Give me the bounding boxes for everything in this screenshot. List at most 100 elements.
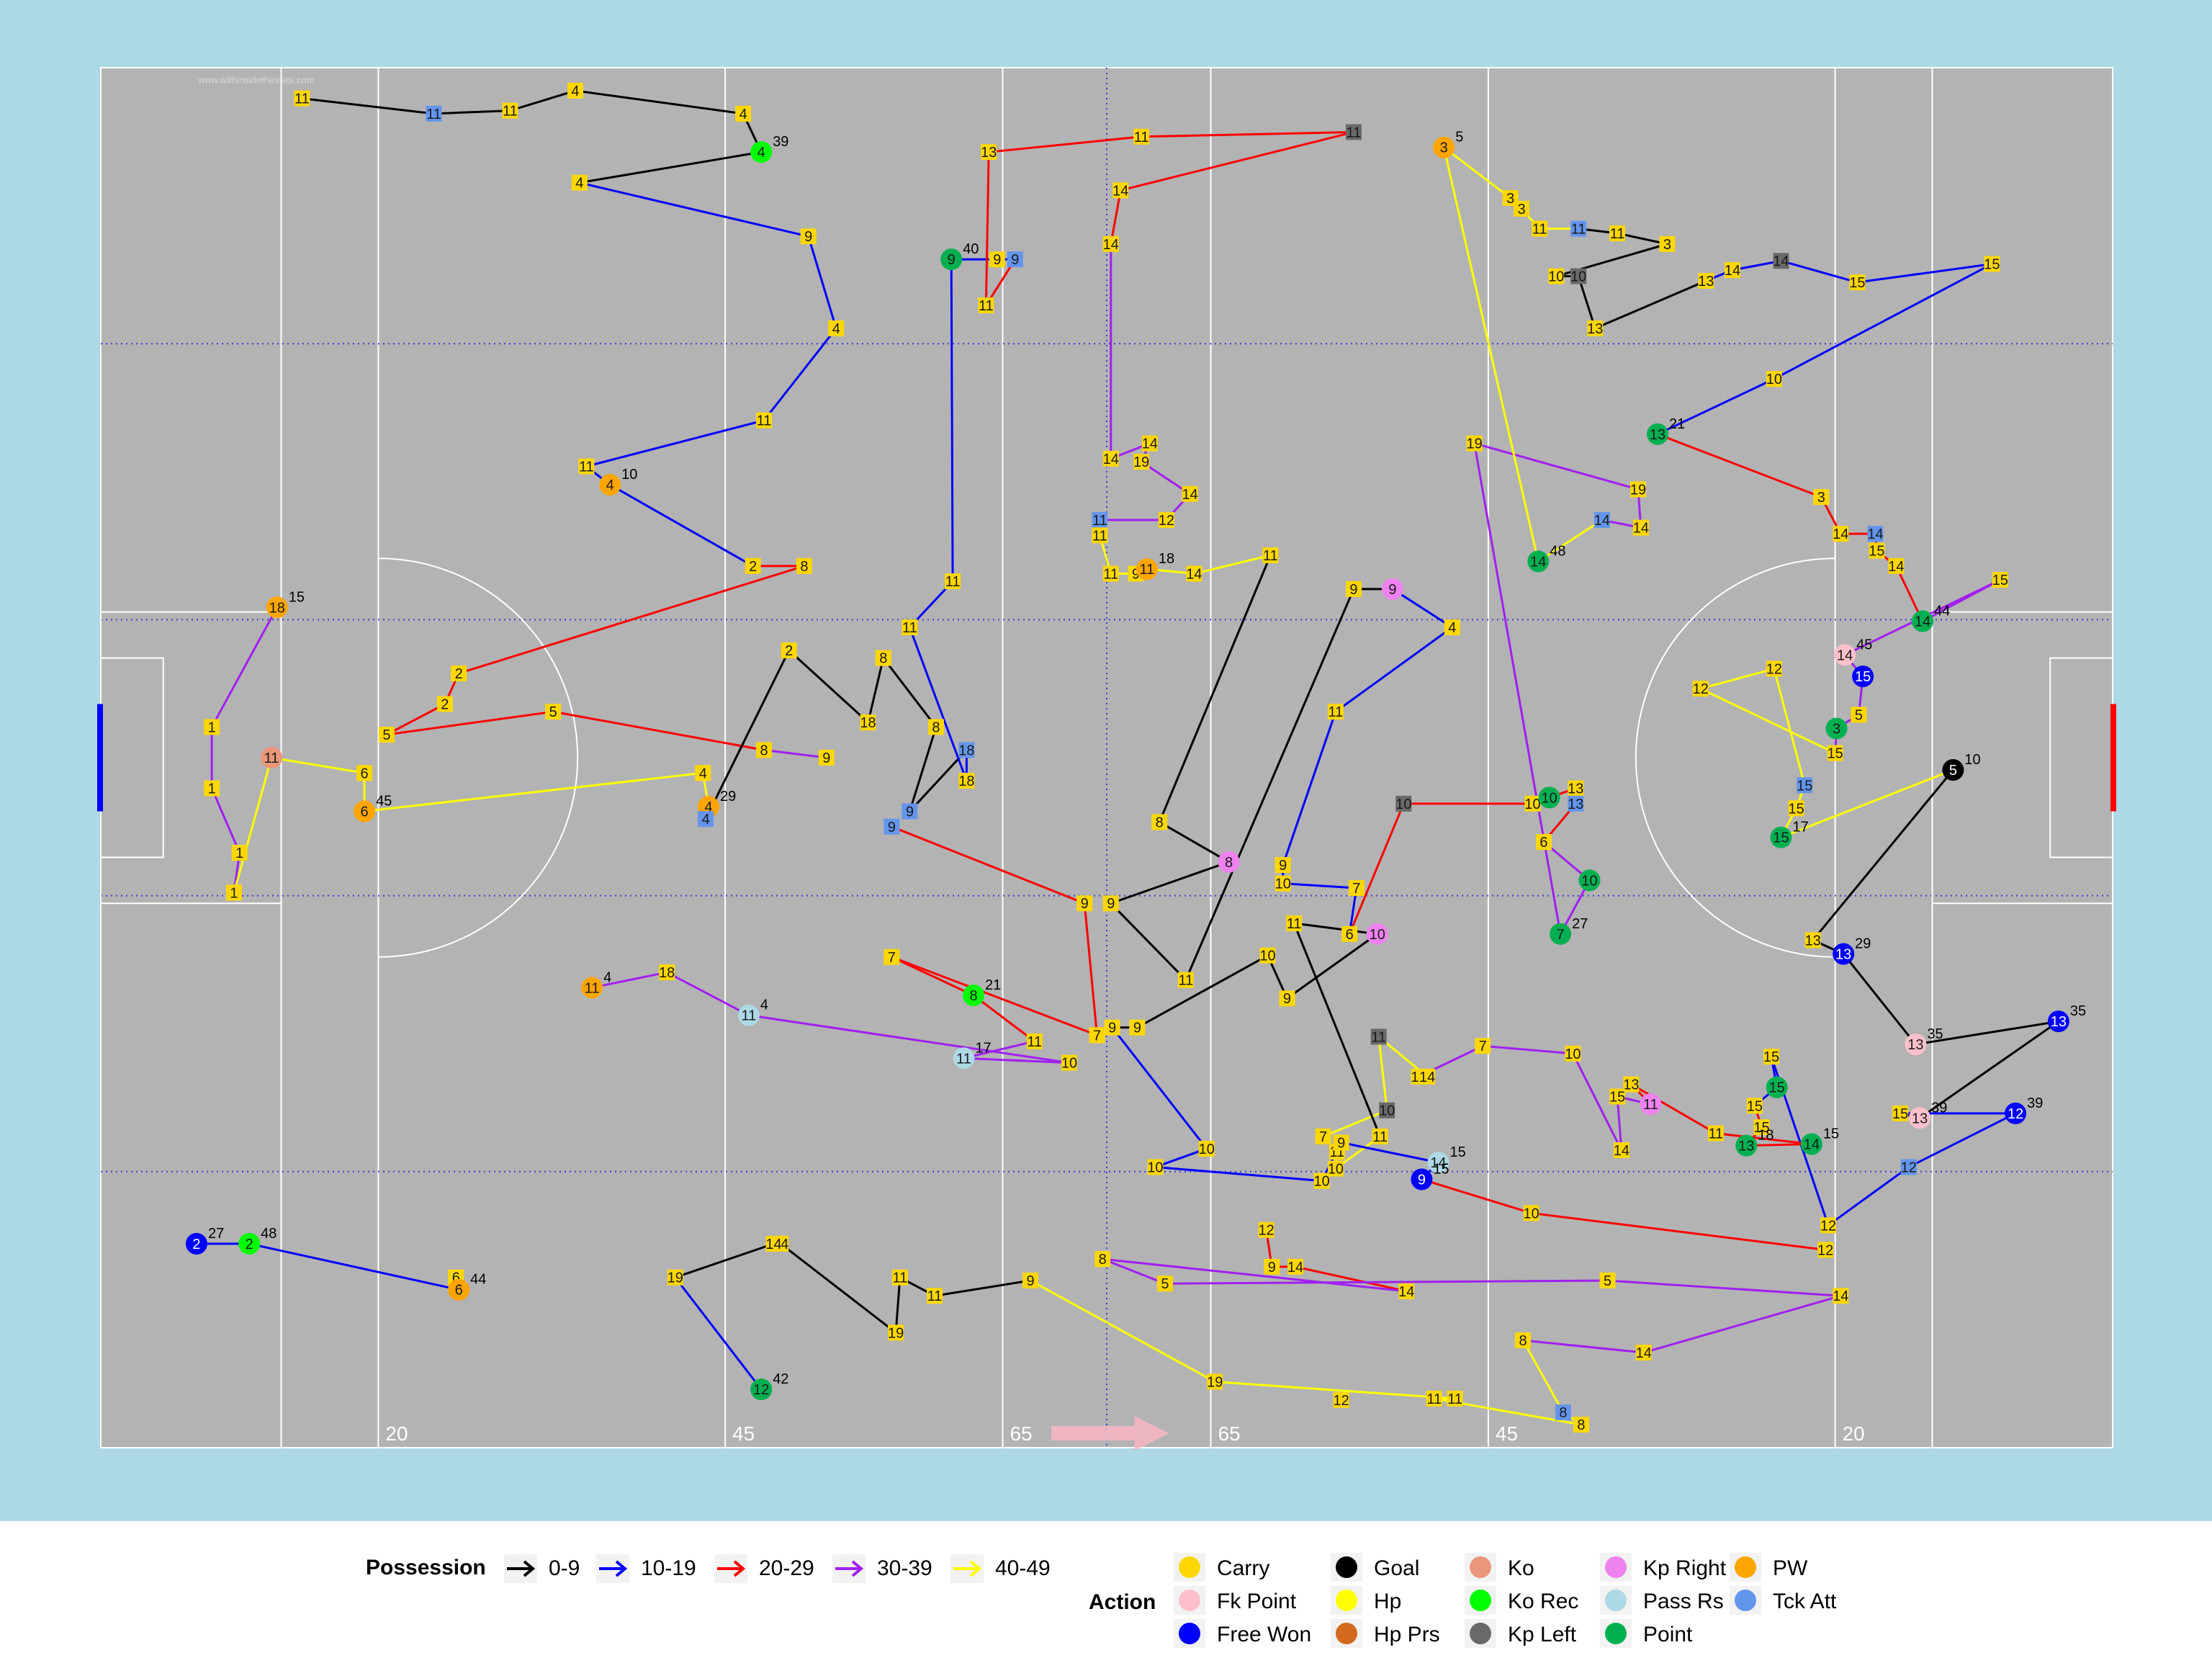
marker-label: 5	[1161, 1276, 1169, 1292]
action-marker	[1198, 1140, 1215, 1157]
action-marker	[1348, 879, 1364, 896]
possession-line	[704, 650, 791, 820]
action-marker	[1398, 1283, 1415, 1299]
possession-line	[1915, 1020, 2059, 1046]
legend-possession-arrow	[835, 1560, 864, 1577]
marker-label: 13	[1805, 933, 1821, 949]
possession-line	[1630, 1083, 1717, 1134]
marker-label: 15	[1869, 544, 1884, 560]
action-marker	[884, 818, 900, 835]
action-marker	[1753, 1119, 1770, 1136]
action-marker	[927, 719, 944, 735]
marker-label: 3	[1663, 237, 1671, 253]
possession-line	[1154, 1147, 1208, 1168]
action-marker	[1102, 565, 1119, 582]
legend-action-label: Free Won	[1217, 1623, 1311, 1646]
marker-label: 14	[1430, 1155, 1446, 1171]
marker-label: 14	[1837, 647, 1853, 663]
action-marker	[1264, 1258, 1280, 1275]
action-marker	[436, 696, 453, 712]
marker-note: 15	[1823, 1126, 1839, 1142]
marker-note: 15	[1433, 1161, 1449, 1177]
marker-label: 5	[549, 704, 557, 720]
marker-label: 10	[1275, 877, 1291, 892]
marker-label: 14	[1287, 1260, 1303, 1276]
possession-line	[1657, 433, 1822, 498]
marker-label: 12	[1766, 662, 1782, 678]
action-marker	[1833, 526, 1849, 542]
action-marker	[1286, 915, 1303, 931]
marker-label: 1	[208, 720, 216, 735]
marker-label: 11	[1263, 548, 1278, 564]
legend-action-dot	[1470, 1590, 1491, 1611]
action-marker	[1366, 923, 1388, 945]
action-marker	[1333, 1392, 1349, 1409]
action-marker	[981, 144, 997, 161]
marker-label: 11	[1610, 226, 1625, 242]
possession-line	[950, 259, 954, 582]
marker-note: 35	[1927, 1026, 1943, 1042]
possession-line	[666, 971, 750, 1016]
action-marker	[1207, 1373, 1223, 1390]
action-marker	[1869, 542, 1885, 559]
marker-label: 9	[1081, 896, 1089, 912]
possession-line	[763, 748, 827, 759]
marker-label: 11	[1571, 222, 1586, 238]
action-marker	[1102, 236, 1119, 252]
action-marker	[1570, 220, 1587, 237]
marker-label: 4	[1448, 620, 1456, 636]
marker-label: 9	[1108, 1021, 1116, 1036]
marker-label: 8	[1225, 855, 1233, 871]
action-marker	[1102, 450, 1119, 467]
action-marker	[1833, 1288, 1849, 1304]
action-marker	[1345, 124, 1362, 140]
possession-line	[271, 756, 365, 774]
marker-label: 13	[981, 145, 997, 161]
action-marker	[1094, 1251, 1111, 1268]
action-marker	[1129, 1019, 1146, 1036]
possession-line	[1083, 903, 1099, 1036]
possession-line	[963, 1057, 1070, 1064]
marker-label: 12	[753, 1382, 769, 1398]
marker-label: 14	[1614, 1143, 1629, 1159]
action-marker	[1182, 485, 1198, 502]
marker-label: 10	[1581, 873, 1597, 889]
action-marker	[448, 1278, 470, 1301]
action-marker	[502, 102, 518, 119]
legend-action-dot	[1735, 1590, 1756, 1611]
action-marker	[1851, 707, 1867, 723]
action-marker	[1259, 947, 1276, 964]
marker-label: 19	[1630, 482, 1646, 498]
possession-line	[458, 565, 805, 675]
marker-label: 18	[958, 774, 974, 789]
marker-label: 4	[699, 766, 707, 781]
action-marker	[1186, 565, 1202, 582]
marker-note: 39	[773, 134, 788, 150]
marker-label: 14	[1888, 559, 1904, 575]
action-marker	[745, 557, 761, 574]
marker-label: 18	[659, 965, 675, 981]
action-marker	[940, 248, 963, 271]
marker-label: 6	[361, 766, 369, 781]
action-marker	[1158, 512, 1174, 529]
legend-action-dot	[1605, 1556, 1627, 1578]
possession-line	[891, 956, 974, 997]
marker-label: 19	[888, 1325, 904, 1341]
marker-label: 10	[1259, 949, 1275, 964]
marker-label: 15	[1769, 1080, 1785, 1096]
possession-line	[1732, 259, 1781, 272]
legend-action-dot	[1470, 1556, 1491, 1578]
legend-possession-label: 30-39	[877, 1556, 932, 1580]
marker-label: 12	[1901, 1160, 1917, 1175]
action-marker	[1092, 527, 1108, 544]
marker-label: 1	[230, 885, 238, 901]
action-marker	[796, 557, 812, 574]
marker-label: 9	[1026, 1273, 1034, 1289]
action-marker	[1635, 1345, 1652, 1361]
marker-label: 7	[1093, 1028, 1101, 1044]
marker-label: 7	[1319, 1129, 1327, 1145]
possession-line	[1715, 1132, 1812, 1145]
action-marker	[1698, 272, 1714, 289]
